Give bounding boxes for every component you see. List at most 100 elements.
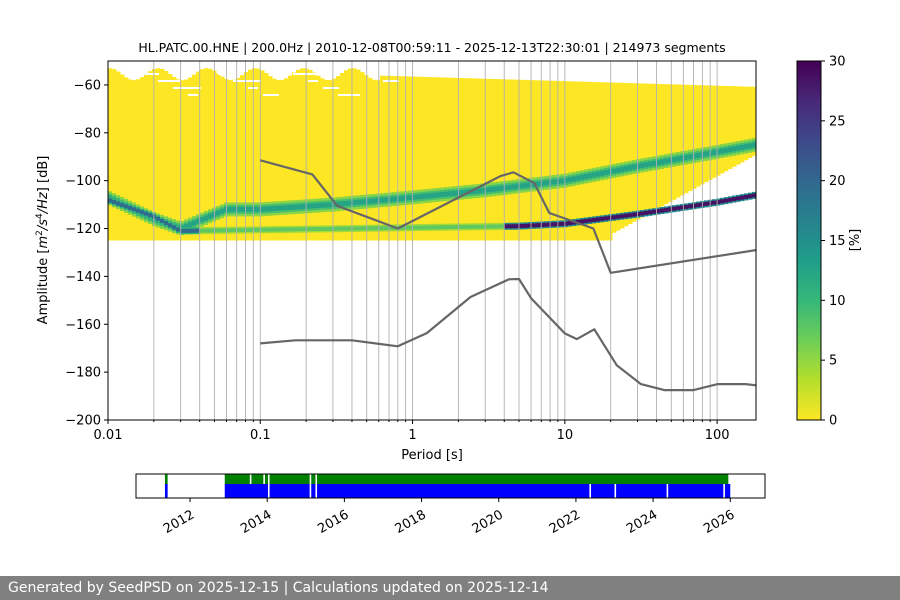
density-bin (580, 219, 585, 224)
density-bin (484, 187, 489, 193)
density-bin (664, 158, 669, 164)
density-bin (436, 225, 441, 230)
density-bin (216, 210, 221, 216)
density-bin (472, 188, 477, 194)
density-bin (140, 210, 145, 215)
density-bin (592, 217, 597, 222)
density-bin (648, 210, 653, 215)
density-bin (672, 157, 677, 163)
density-bin (340, 201, 345, 207)
density-bin (352, 226, 357, 231)
density-bin (592, 172, 597, 178)
density-bin (440, 192, 445, 198)
density-bin (400, 76, 405, 241)
density-bin (560, 178, 565, 184)
density-bin (428, 225, 433, 230)
density-bin (320, 226, 325, 231)
figure: HL.PATC.00.HNE | 200.0Hz | 2010-12-08T00… (35, 40, 863, 537)
density-bin (632, 164, 637, 170)
density-bin (220, 208, 225, 214)
density-bin (324, 226, 329, 231)
y-tick-label: −80 (74, 126, 101, 141)
density-bin (144, 211, 149, 216)
density-bin (732, 197, 737, 202)
density-bin (636, 212, 641, 217)
density-bin (268, 76, 273, 241)
density-bin (452, 190, 457, 196)
density-gap (368, 73, 378, 75)
density-bin (612, 82, 617, 233)
density-bin (480, 188, 485, 194)
density-bin (496, 186, 501, 192)
density-gap (383, 80, 399, 82)
density-bin (312, 72, 317, 241)
density-bin (584, 173, 589, 179)
density-bin (504, 79, 509, 241)
density-bin (432, 192, 437, 198)
density-bin (544, 180, 549, 186)
density-gap (293, 73, 321, 75)
density-bin (228, 228, 233, 233)
density-bin (276, 205, 281, 211)
density-bin (316, 75, 321, 241)
x-axis: 0.01 0.1 1 10 100 (94, 420, 730, 443)
density-bin (656, 209, 661, 214)
density-bin (128, 79, 133, 241)
density-bin (172, 77, 177, 241)
density-bin (164, 71, 169, 241)
density-bin (512, 184, 517, 190)
density-bin (200, 69, 205, 241)
y-axis: −200 −180 −160 −140 −120 −100 −80 −60 (65, 78, 108, 429)
density-bin (468, 224, 473, 229)
density-bin (740, 144, 745, 150)
density-bin (460, 190, 465, 196)
density-bin (696, 85, 701, 187)
density-bin (720, 148, 725, 154)
density-bin (644, 83, 649, 216)
density-bin (644, 162, 649, 168)
density-bin (320, 202, 325, 208)
density-bin (712, 85, 717, 178)
density-bin (336, 226, 341, 231)
density-bin (584, 81, 589, 241)
density-bin (632, 212, 637, 217)
density-bin (712, 150, 717, 156)
density-bin (552, 80, 557, 241)
density-bin (340, 72, 345, 241)
density-bin (728, 86, 733, 169)
timeline-x-axis: 2012 2014 2016 2018 2020 2022 2024 2026 (161, 498, 737, 537)
density-bin (596, 217, 601, 222)
density-bin (300, 204, 305, 210)
density-bin (248, 69, 253, 241)
density-bin (536, 80, 541, 241)
density-bin (284, 227, 289, 232)
density-bin (696, 152, 701, 158)
density-bin (628, 213, 633, 218)
density-bin (552, 179, 557, 185)
density-bin (200, 217, 205, 223)
density-bin (232, 79, 237, 241)
density-bin (360, 226, 365, 231)
density-bin (176, 227, 181, 232)
density-bin (404, 225, 409, 230)
density-bin (416, 225, 421, 230)
density-bin (352, 200, 357, 206)
density-bin (228, 80, 233, 241)
density-bin (672, 206, 677, 211)
density-bin (192, 74, 197, 241)
density-bin (188, 222, 193, 228)
availability-gap (315, 474, 318, 484)
density-bin (376, 198, 381, 204)
density-bin (492, 224, 497, 229)
density-bin (472, 78, 477, 241)
density-bin (288, 227, 293, 232)
density-bin (296, 204, 301, 210)
density-bin (256, 68, 261, 241)
density-bin (592, 82, 597, 241)
density-bin (436, 192, 441, 198)
colorbar-tick-label: 10 (829, 294, 846, 309)
density-bin (628, 83, 633, 224)
density-bin (316, 226, 321, 231)
density-bin (404, 195, 409, 201)
density-bin (364, 226, 369, 231)
